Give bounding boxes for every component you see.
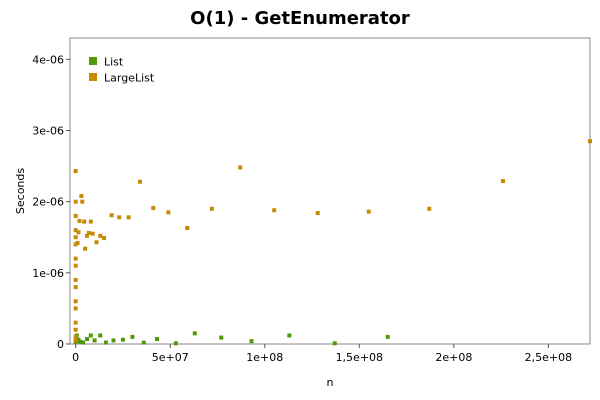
data-point-largelist: [98, 233, 103, 238]
data-point-largelist: [185, 226, 190, 231]
data-point-list: [249, 339, 254, 344]
data-point-largelist: [90, 231, 95, 236]
data-point-largelist: [73, 228, 78, 233]
data-point-largelist: [73, 334, 78, 339]
data-point-list: [154, 337, 159, 342]
data-point-list: [98, 333, 103, 338]
y-tick-label: 1e-06: [32, 267, 64, 280]
data-point-largelist: [83, 246, 88, 251]
legend-swatch-largelist: [89, 73, 97, 81]
data-point-largelist: [126, 215, 131, 220]
data-points: [73, 139, 592, 346]
chart-title: O(1) - GetEnumerator: [190, 8, 410, 29]
data-point-largelist: [366, 209, 371, 214]
legend-swatch-list: [89, 57, 97, 65]
data-point-list: [332, 341, 337, 346]
data-point-largelist: [73, 277, 78, 282]
data-point-largelist: [501, 179, 506, 184]
data-point-largelist: [82, 219, 87, 224]
x-tick-label: 2,5e+08: [525, 351, 572, 364]
x-tick-label: 5e+07: [152, 351, 189, 364]
data-point-list: [88, 333, 93, 338]
y-tick-label: 0: [57, 338, 64, 351]
x-tick-label: 2e+08: [435, 351, 472, 364]
data-point-largelist: [117, 215, 122, 220]
data-point-largelist: [272, 208, 277, 213]
data-point-largelist: [79, 193, 84, 198]
data-point-list: [130, 334, 135, 339]
data-point-list: [141, 340, 146, 345]
data-point-largelist: [88, 219, 93, 224]
data-point-list: [173, 341, 178, 346]
x-tick-label: 1e+08: [246, 351, 283, 364]
data-point-largelist: [77, 218, 82, 223]
data-point-largelist: [73, 338, 78, 343]
x-axis-title: n: [327, 376, 334, 389]
data-point-list: [92, 338, 97, 343]
data-point-largelist: [73, 169, 78, 174]
data-point-largelist: [85, 233, 90, 238]
data-point-list: [78, 339, 83, 344]
data-point-list: [85, 337, 90, 342]
data-point-largelist: [73, 199, 78, 204]
legend-label-largelist: LargeList: [104, 72, 155, 85]
plot-area-frame: [69, 37, 591, 345]
axis-ticks: 0 1e-06 2e-06 3e-06 4e-06 0 5e+07 1e+08 1,5e+08 2…: [32, 53, 572, 364]
y-tick-label: 4e-06: [32, 53, 64, 66]
legend-label-list: List: [104, 56, 124, 69]
data-point-largelist: [315, 211, 320, 216]
y-tick-label: 2e-06: [32, 196, 64, 209]
data-point-list: [192, 331, 197, 336]
data-point-largelist: [73, 327, 78, 332]
data-point-largelist: [94, 240, 99, 245]
legend: List LargeList: [89, 56, 155, 85]
data-point-largelist: [76, 230, 81, 235]
data-point-largelist: [80, 199, 85, 204]
data-point-largelist: [73, 235, 78, 240]
data-point-list: [120, 337, 125, 342]
data-point-largelist: [427, 206, 432, 211]
data-point-list: [219, 335, 224, 340]
data-point-largelist: [102, 235, 107, 240]
data-point-list: [385, 334, 390, 339]
y-tick-label: 3e-06: [32, 125, 64, 138]
data-point-list: [81, 340, 86, 345]
x-tick-label: 1,5e+08: [336, 351, 383, 364]
data-point-largelist: [73, 256, 78, 261]
data-point-largelist: [75, 240, 80, 245]
data-point-largelist: [86, 230, 91, 235]
data-point-largelist: [209, 206, 214, 211]
x-tick-label: 0: [72, 351, 79, 364]
y-axis-title: Seconds: [14, 168, 27, 214]
data-point-list: [287, 333, 292, 338]
data-point-list: [76, 337, 81, 342]
data-point-largelist: [166, 210, 171, 215]
data-point-largelist: [238, 165, 243, 170]
data-point-largelist: [73, 299, 78, 304]
data-point-largelist: [73, 285, 78, 290]
data-point-largelist: [73, 320, 78, 325]
data-point-largelist: [151, 206, 156, 211]
data-point-largelist: [73, 263, 78, 268]
data-point-largelist: [73, 213, 78, 218]
data-point-largelist: [73, 306, 78, 311]
data-point-largelist: [588, 139, 592, 144]
data-point-list: [103, 340, 108, 345]
data-point-list: [111, 338, 116, 343]
data-point-largelist: [137, 179, 142, 184]
data-point-largelist: [109, 213, 114, 218]
